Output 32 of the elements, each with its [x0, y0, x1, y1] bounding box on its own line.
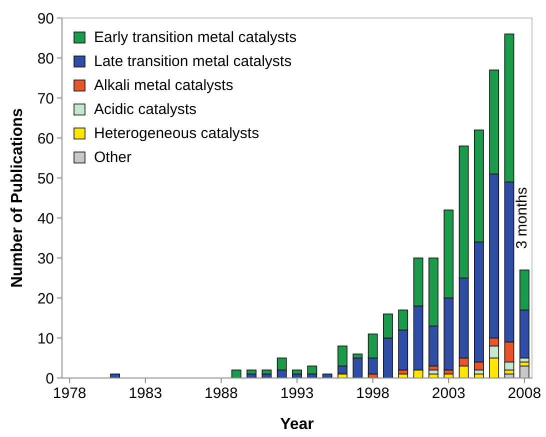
- x-tick-label: 1983: [128, 385, 162, 402]
- legend-label: Early transition metal catalysts: [94, 29, 297, 46]
- x-axis-title: Year: [280, 416, 314, 433]
- y-tick-label: 40: [37, 210, 54, 228]
- y-tick-label: 80: [37, 50, 54, 68]
- y-tick-label: 0: [46, 370, 54, 388]
- annotation: 3 months: [513, 187, 530, 249]
- y-tick-label: 30: [37, 250, 54, 268]
- x-tick-label: 2003: [432, 385, 466, 402]
- x-tick-label: 1978: [52, 385, 86, 402]
- y-tick-label: 10: [37, 330, 54, 348]
- bar: [352, 358, 363, 378]
- x-tick-label: 2008: [508, 385, 542, 402]
- y-tick-label: 90: [37, 10, 54, 28]
- y-tick-label: 70: [37, 90, 54, 108]
- bar: [307, 366, 318, 374]
- y-tick-label: 60: [37, 130, 54, 148]
- x-tick-label: 1998: [356, 385, 390, 402]
- legend-label: Late transition metal catalysts: [94, 53, 292, 70]
- legend-label: Alkali metal catalysts: [94, 77, 234, 94]
- legend-label: Heterogeneous catalysts: [94, 125, 260, 142]
- bar: [292, 370, 302, 374]
- legend-label: Acidic catalysts: [94, 101, 197, 118]
- x-tick-label: 1988: [204, 385, 238, 402]
- bar: [262, 370, 272, 374]
- y-tick-label: 20: [37, 290, 54, 308]
- y-tick-label: 50: [37, 170, 54, 188]
- y-axis-title: Number of Publications: [9, 108, 26, 288]
- bar: [246, 370, 256, 374]
- x-tick-label: 1993: [280, 385, 314, 402]
- legend-label: Other: [94, 149, 132, 166]
- bar: [231, 370, 242, 378]
